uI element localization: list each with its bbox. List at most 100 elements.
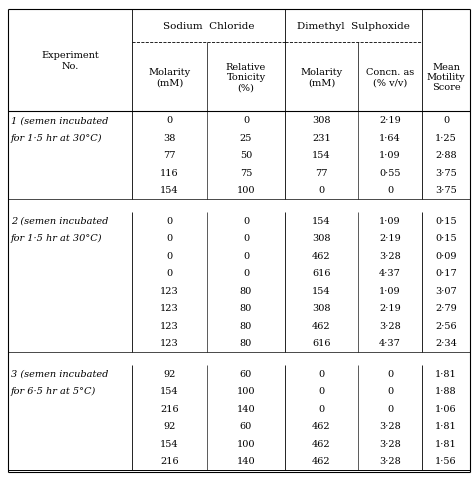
Text: 80: 80	[240, 321, 252, 330]
Text: 50: 50	[240, 151, 252, 160]
Text: 0: 0	[387, 186, 393, 195]
Text: 308: 308	[312, 234, 331, 243]
Text: 154: 154	[160, 439, 179, 448]
Text: 3·75: 3·75	[435, 186, 457, 195]
Text: 100: 100	[237, 386, 255, 395]
Text: 0·15: 0·15	[435, 234, 457, 243]
Text: 231: 231	[312, 134, 331, 142]
Text: 1·09: 1·09	[379, 286, 401, 295]
Text: 462: 462	[312, 251, 331, 260]
Text: 1·06: 1·06	[435, 404, 457, 413]
Text: 2·79: 2·79	[435, 304, 457, 313]
Text: 80: 80	[240, 286, 252, 295]
Text: 3·28: 3·28	[379, 456, 401, 465]
Text: 2·19: 2·19	[379, 116, 401, 125]
Text: 616: 616	[312, 339, 331, 347]
Text: 0: 0	[166, 216, 173, 225]
Text: 0·09: 0·09	[435, 251, 457, 260]
Text: 154: 154	[312, 216, 331, 225]
Text: Molarity
(mM): Molarity (mM)	[148, 68, 191, 87]
Text: 462: 462	[312, 439, 331, 448]
Text: 616: 616	[312, 269, 331, 278]
Text: 0: 0	[387, 369, 393, 378]
Text: for 1·5 hr at 30°C): for 1·5 hr at 30°C)	[11, 133, 102, 142]
Text: 462: 462	[312, 456, 331, 465]
Text: 216: 216	[160, 456, 179, 465]
Text: 154: 154	[160, 386, 179, 395]
Text: 0·15: 0·15	[435, 216, 457, 225]
Text: 308: 308	[312, 304, 331, 313]
Text: 77: 77	[163, 151, 176, 160]
Text: 0: 0	[166, 251, 173, 260]
Text: 4·37: 4·37	[379, 269, 401, 278]
Text: 25: 25	[240, 134, 252, 142]
Text: 2 (semen incubated: 2 (semen incubated	[11, 216, 109, 225]
Text: 116: 116	[160, 168, 179, 177]
Text: Concn. as
(% v/v): Concn. as (% v/v)	[366, 68, 414, 87]
Text: 2·56: 2·56	[435, 321, 457, 330]
Text: 3·75: 3·75	[435, 168, 457, 177]
Text: 0: 0	[243, 269, 249, 278]
Text: 0: 0	[166, 269, 173, 278]
Text: 308: 308	[312, 116, 331, 125]
Text: 1·09: 1·09	[379, 151, 401, 160]
Text: 0·55: 0·55	[379, 168, 401, 177]
Text: 0: 0	[319, 386, 325, 395]
Text: 2·34: 2·34	[435, 339, 457, 347]
Text: 0: 0	[243, 116, 249, 125]
Text: 1·81: 1·81	[435, 439, 457, 448]
Text: 1·09: 1·09	[379, 216, 401, 225]
Text: 3 (semen incubated: 3 (semen incubated	[11, 369, 109, 378]
Text: 80: 80	[240, 339, 252, 347]
Text: 1·25: 1·25	[435, 134, 457, 142]
Text: Dimethyl  Sulphoxide: Dimethyl Sulphoxide	[297, 22, 410, 31]
Text: 38: 38	[164, 134, 176, 142]
Text: 60: 60	[240, 421, 252, 430]
Text: 462: 462	[312, 421, 331, 430]
Text: 462: 462	[312, 321, 331, 330]
Text: 1·56: 1·56	[435, 456, 457, 465]
Text: 3·28: 3·28	[379, 421, 401, 430]
Text: Mean
Motility
Score: Mean Motility Score	[427, 62, 465, 92]
Text: for 1·5 hr at 30°C): for 1·5 hr at 30°C)	[11, 234, 102, 243]
Text: 77: 77	[315, 168, 328, 177]
Text: 216: 216	[160, 404, 179, 413]
Text: 0: 0	[319, 186, 325, 195]
Text: 3·28: 3·28	[379, 321, 401, 330]
Text: Relative
Tonicity
(%): Relative Tonicity (%)	[226, 62, 266, 92]
Text: 3·07: 3·07	[435, 286, 457, 295]
Text: 92: 92	[164, 421, 176, 430]
Text: 123: 123	[160, 286, 179, 295]
Text: 123: 123	[160, 304, 179, 313]
Text: 154: 154	[312, 286, 331, 295]
Text: Sodium  Chloride: Sodium Chloride	[163, 22, 254, 31]
Text: 3·28: 3·28	[379, 439, 401, 448]
Text: 0: 0	[387, 386, 393, 395]
Text: 140: 140	[237, 456, 255, 465]
Text: 0: 0	[443, 116, 449, 125]
Text: 2·88: 2·88	[435, 151, 457, 160]
Text: 2·19: 2·19	[379, 234, 401, 243]
Text: 1·81: 1·81	[435, 421, 457, 430]
Text: 0: 0	[243, 251, 249, 260]
Text: Molarity
(mM): Molarity (mM)	[301, 68, 343, 87]
Text: 1·88: 1·88	[435, 386, 457, 395]
Text: 1·81: 1·81	[435, 369, 457, 378]
Text: 0: 0	[243, 234, 249, 243]
Text: 4·37: 4·37	[379, 339, 401, 347]
Text: 100: 100	[237, 186, 255, 195]
Text: 0: 0	[319, 404, 325, 413]
Text: 0: 0	[243, 216, 249, 225]
Text: 0: 0	[166, 234, 173, 243]
Text: 0: 0	[387, 404, 393, 413]
Text: 92: 92	[164, 369, 176, 378]
Text: 60: 60	[240, 369, 252, 378]
Text: 75: 75	[240, 168, 252, 177]
Text: 123: 123	[160, 339, 179, 347]
Text: 123: 123	[160, 321, 179, 330]
Text: 0: 0	[166, 116, 173, 125]
Text: 0: 0	[319, 369, 325, 378]
Text: 154: 154	[160, 186, 179, 195]
Text: 2·19: 2·19	[379, 304, 401, 313]
Text: Experiment
No.: Experiment No.	[41, 51, 99, 71]
